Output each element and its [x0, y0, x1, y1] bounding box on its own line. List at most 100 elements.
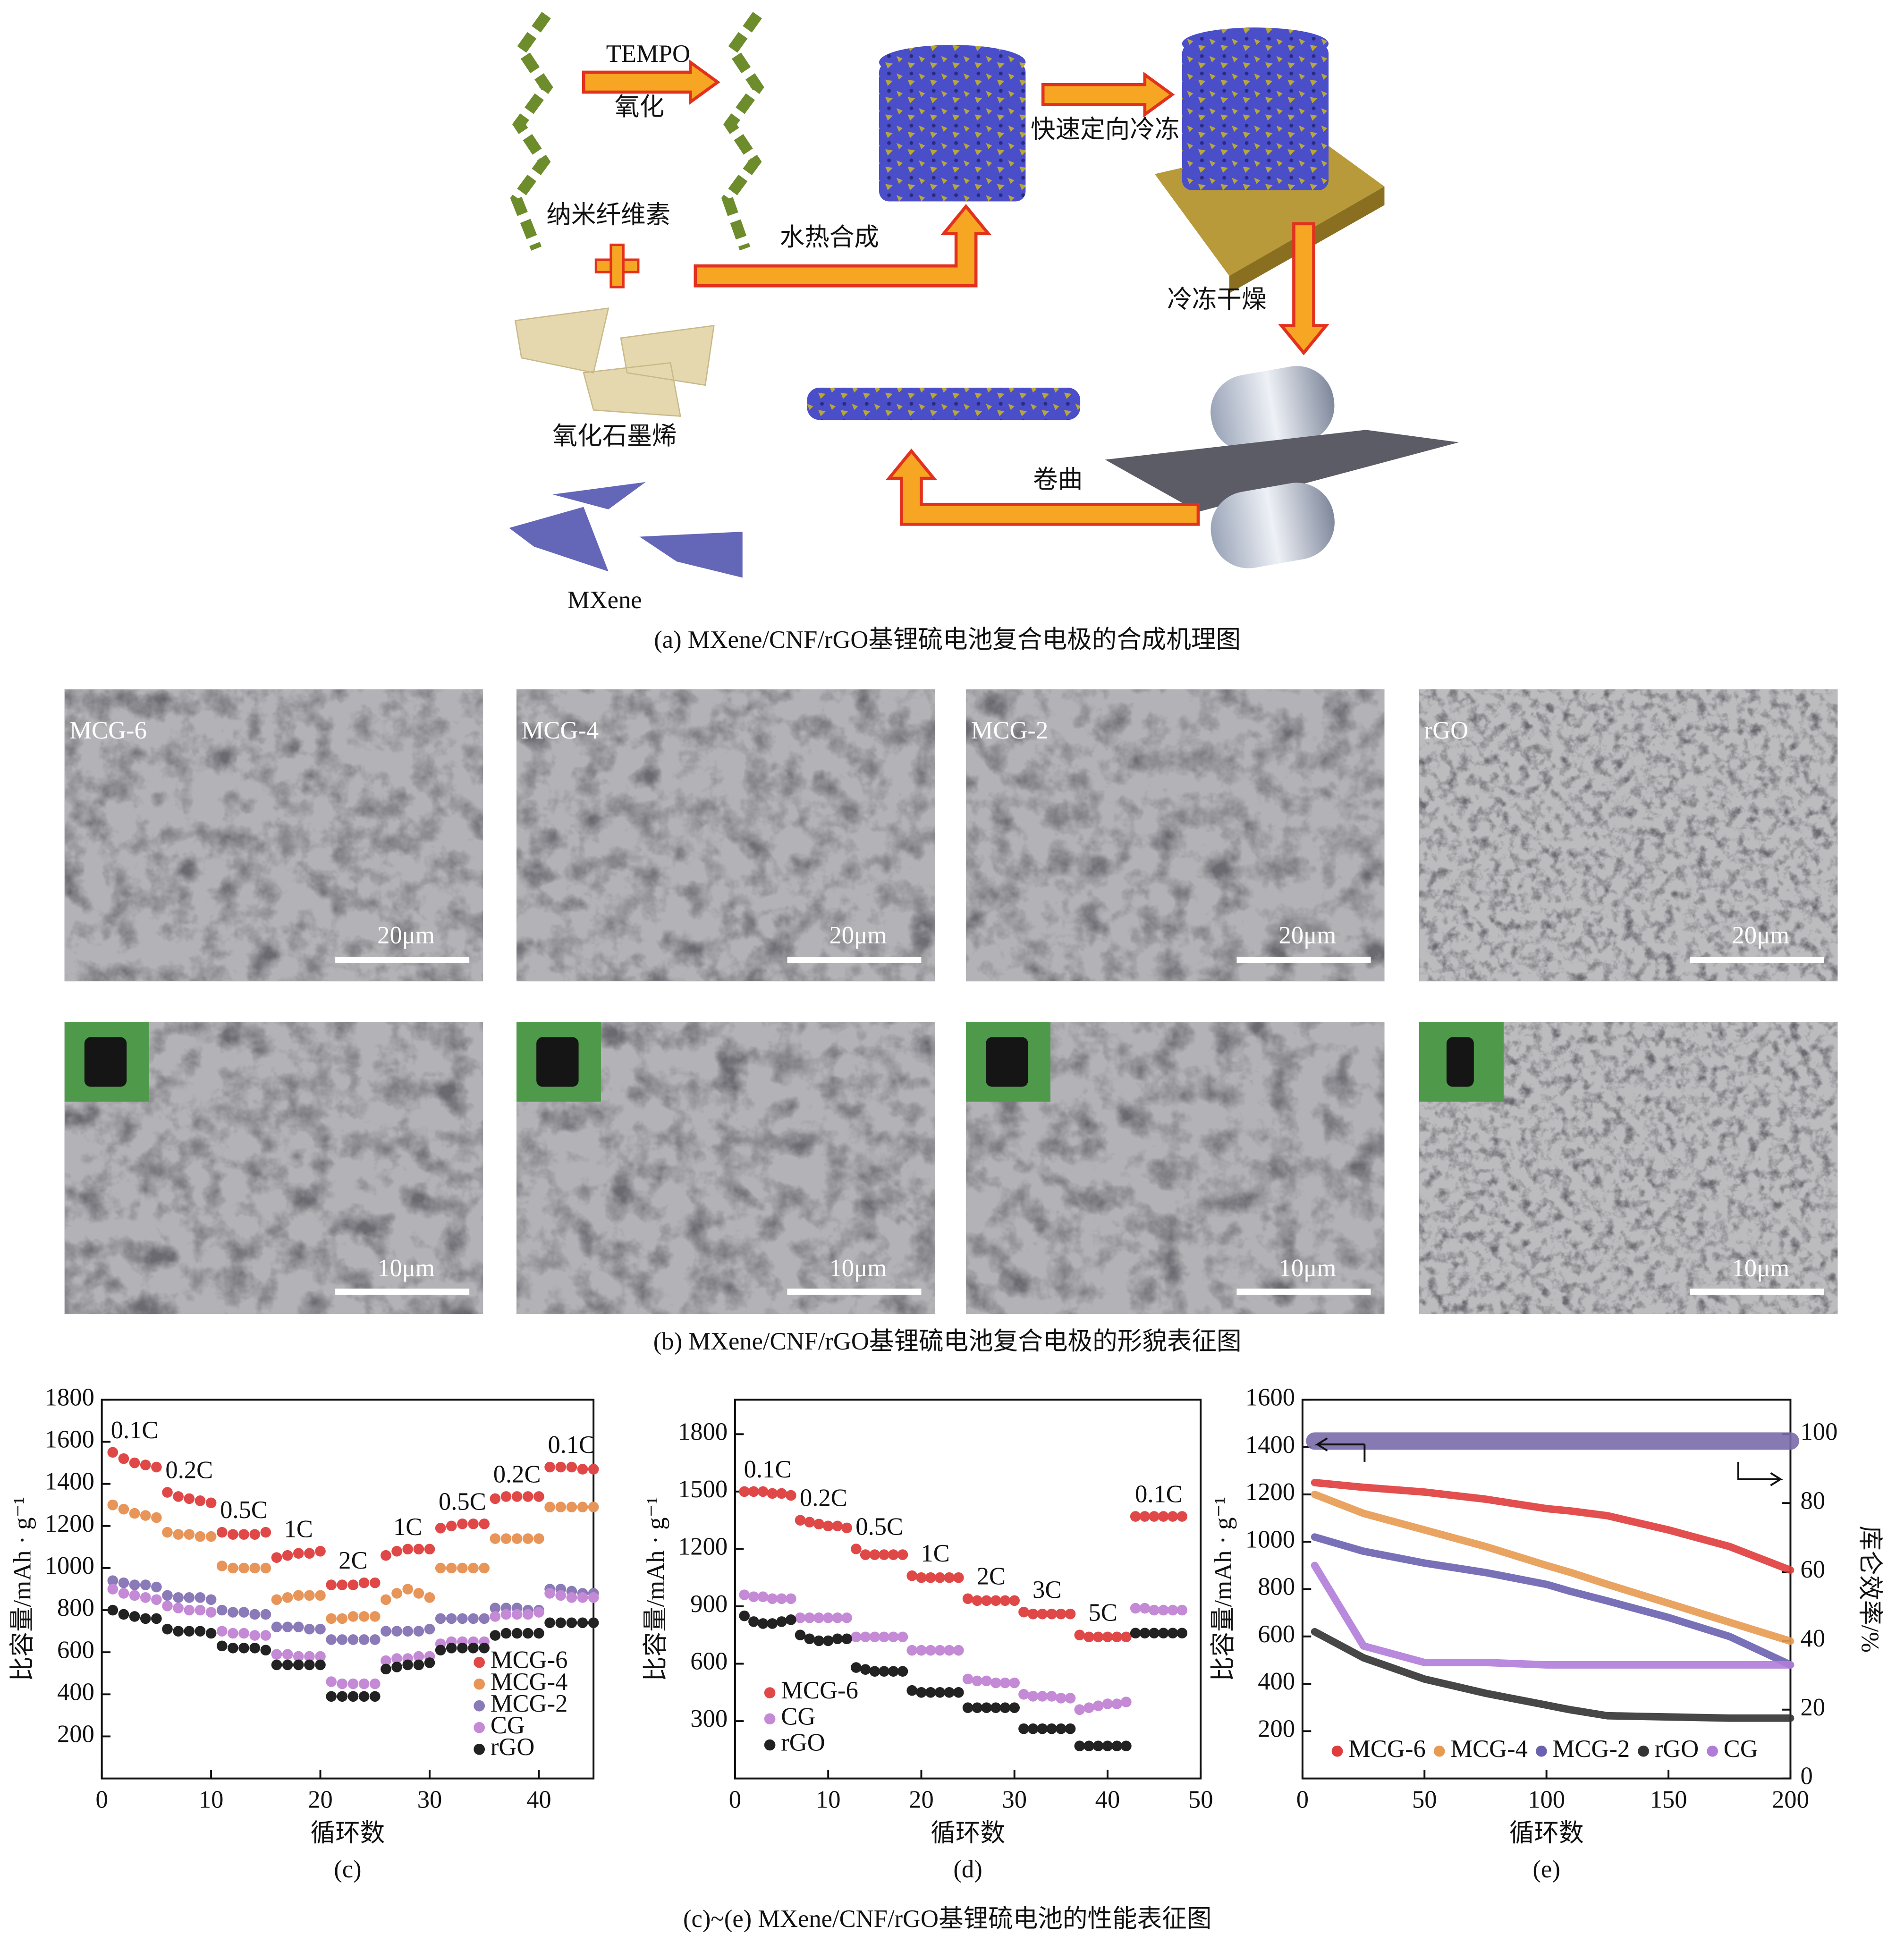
data-point [1027, 1723, 1039, 1734]
scale-label: 10μm [1279, 1255, 1337, 1282]
label: 快速定向冷冻 [1031, 116, 1179, 143]
data-point [216, 1561, 228, 1571]
y-tick-label: 200 [57, 1721, 94, 1748]
rate-label: 0.5C [855, 1513, 903, 1540]
data-point [381, 1663, 391, 1675]
aerogel-photo [84, 1037, 127, 1087]
data-point [315, 1651, 326, 1662]
data-point [347, 1611, 359, 1622]
data-point [999, 1677, 1011, 1688]
y2-tick-label: 20 [1800, 1694, 1825, 1721]
scale-label: 20μm [1732, 922, 1789, 949]
data-point [315, 1590, 326, 1601]
y-tick-label: 1400 [1245, 1431, 1295, 1459]
label: MXene [567, 586, 642, 614]
data-point [577, 1592, 588, 1603]
y-tick-label: 1200 [678, 1533, 728, 1560]
data-point [1018, 1689, 1029, 1700]
data-point [972, 1675, 983, 1687]
arrow [1278, 222, 1329, 356]
data-point [468, 1519, 479, 1529]
legend-marker [764, 1687, 776, 1698]
data-point [118, 1503, 129, 1515]
data-point [555, 1617, 567, 1629]
plot-frame [734, 1399, 1202, 1780]
data-point [785, 1490, 796, 1501]
data-point [162, 1600, 173, 1612]
rate-label: 5C [1088, 1599, 1117, 1627]
x-axis-label: 循环数 [931, 1820, 1005, 1847]
data-point [1111, 1740, 1122, 1752]
data-point [1158, 1604, 1169, 1616]
data-point [337, 1634, 348, 1645]
data-point [888, 1549, 899, 1560]
data-point [326, 1691, 337, 1702]
plot-frame [1301, 1399, 1792, 1780]
data-point [1074, 1740, 1085, 1752]
data-point [925, 1572, 936, 1583]
data-point [739, 1610, 750, 1621]
data-point [391, 1662, 402, 1672]
x-tick-label: 20 [308, 1786, 333, 1814]
data-point [140, 1459, 151, 1470]
data-point [413, 1588, 424, 1599]
data-point [118, 1577, 129, 1588]
data-point [511, 1491, 523, 1502]
data-point [944, 1645, 955, 1656]
data-point [832, 1633, 843, 1645]
y-axis-label: 比容量/mAh · g⁻¹ [642, 1497, 669, 1681]
data-point [1027, 1691, 1039, 1702]
y-tick-label: 1600 [1245, 1384, 1295, 1411]
data-point [934, 1572, 946, 1583]
data-point [424, 1592, 435, 1603]
data-point [424, 1657, 435, 1668]
data-point [402, 1584, 413, 1595]
data-point [358, 1611, 370, 1622]
rate-label: 0.1C [111, 1417, 159, 1444]
data-point [151, 1613, 162, 1624]
data-point [1167, 1604, 1178, 1616]
data-point [533, 1607, 544, 1618]
label: 水热合成 [780, 224, 879, 251]
y2-tick-label: 80 [1800, 1487, 1825, 1514]
data-point [424, 1544, 435, 1555]
legend-marker [474, 1678, 485, 1690]
data-point [990, 1677, 1001, 1688]
data-point [293, 1651, 304, 1662]
y-tick-label: 800 [1258, 1573, 1295, 1601]
legend-label: MCG-2 [491, 1690, 568, 1717]
data-point [1139, 1628, 1151, 1638]
data-point [1139, 1603, 1151, 1614]
aerogel [1182, 27, 1329, 60]
data-point [347, 1634, 359, 1645]
aerogel [879, 62, 1026, 202]
x-axis-label: 循环数 [1509, 1820, 1584, 1847]
data-point [511, 1609, 523, 1620]
sample-label: MCG-2 [971, 717, 1049, 744]
data-point [129, 1611, 140, 1622]
panel-label: (d) [953, 1856, 982, 1883]
arrow [694, 204, 992, 288]
data-point [446, 1562, 457, 1574]
legend-marker [474, 1656, 485, 1668]
legend-label: MCG-4 [491, 1668, 568, 1696]
data-point [522, 1491, 533, 1502]
data-point [869, 1549, 880, 1560]
data-point [358, 1691, 370, 1702]
data-point [1056, 1693, 1066, 1704]
sheet [1105, 430, 1459, 512]
sem-image [516, 689, 935, 982]
data-line [1311, 1628, 1794, 1722]
data-point [544, 1588, 555, 1599]
mxene [509, 482, 743, 578]
legend-label: MCG-6 [781, 1677, 858, 1704]
data-point [748, 1616, 759, 1627]
data-point [424, 1623, 435, 1635]
data-point [785, 1614, 796, 1625]
data-point [981, 1595, 992, 1606]
data-point [107, 1604, 118, 1616]
data-point [282, 1649, 293, 1660]
data-point [962, 1673, 973, 1685]
data-point [238, 1607, 249, 1618]
y2-tick-label: 40 [1800, 1625, 1825, 1652]
